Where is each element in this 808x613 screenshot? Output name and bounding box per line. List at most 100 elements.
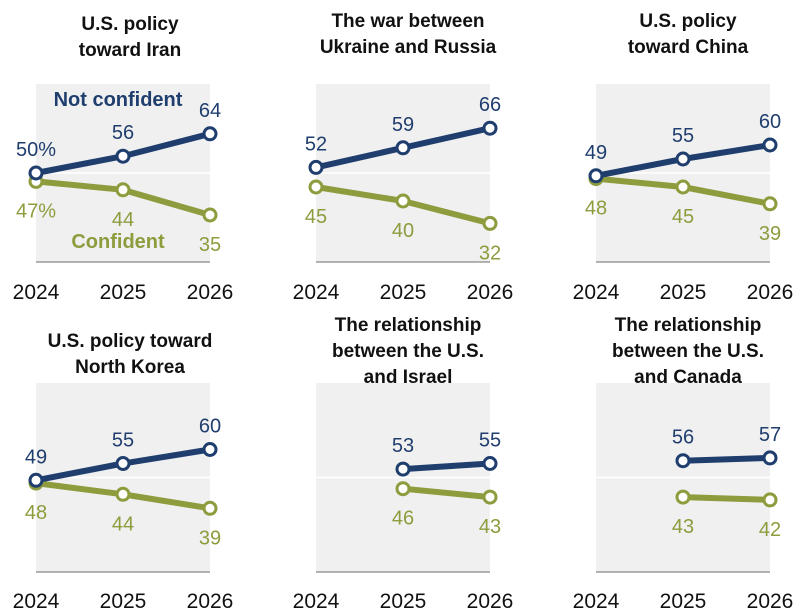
x-tick-label: 2024 (293, 590, 340, 613)
data-point-confident (202, 500, 218, 516)
value-label-confident: 44 (112, 209, 134, 231)
x-tick-label: 2025 (660, 281, 707, 304)
chart-panel-5: The relationship between the U.S. and Isra… (293, 315, 514, 613)
data-point-confident (308, 179, 324, 195)
panel-title-line: U.S. policy (81, 14, 179, 35)
x-tick-label: 2024 (573, 590, 620, 613)
panel-title-line: and Canada (634, 367, 742, 388)
panel-title-line: U.S. policy toward (48, 331, 213, 352)
data-point-confident (482, 489, 498, 505)
panel-title-line: North Korea (75, 357, 185, 378)
value-label-not-confident: 56 (112, 122, 134, 144)
x-tick-label: 2024 (13, 281, 60, 304)
series-line-not-confident (680, 454, 773, 464)
x-tick-label: 2025 (380, 281, 427, 304)
value-label-confident: 45 (305, 206, 327, 228)
panel-title-line: toward China (628, 37, 749, 58)
x-tick-label: 2026 (187, 590, 234, 613)
data-point-not-confident (115, 148, 131, 164)
value-label-confident: 47% (16, 200, 56, 222)
data-point-not-confident (762, 450, 778, 466)
data-point-not-confident (28, 472, 44, 488)
x-tick-label: 2024 (573, 281, 620, 304)
value-label-confident: 45 (672, 206, 694, 228)
panel-title-line: between the U.S. (612, 341, 764, 362)
data-point-not-confident (395, 140, 411, 156)
series-line-confident (400, 485, 493, 501)
panel-title-line: and Israel (364, 367, 453, 388)
panel-title-line: The relationship (615, 315, 762, 336)
value-label-not-confident: 57 (759, 424, 781, 446)
panel-title-line: toward Iran (79, 40, 181, 61)
data-point-not-confident (28, 165, 44, 181)
series-line-confident (680, 494, 773, 503)
data-point-not-confident (482, 456, 498, 471)
panel-title-line: Ukraine and Russia (320, 37, 497, 58)
legend-not-confident: Not confident (54, 89, 183, 111)
value-label-confident: 32 (479, 242, 501, 264)
chart-panel-1: U.S. policy toward Iran 2024 2025 2026 50% 56 6… (13, 14, 234, 304)
chart-panel-6: The relationship between the U.S. and Cana… (573, 315, 794, 613)
value-label-not-confident: 55 (112, 430, 134, 452)
data-point-not-confident (588, 168, 604, 184)
chart-panel-2: The war between Ukraine and Russia 2024 202… (293, 11, 514, 304)
value-label-not-confident: 66 (479, 94, 501, 116)
value-label-confident: 44 (112, 513, 134, 535)
value-label-not-confident: 53 (392, 435, 414, 457)
value-label-confident: 48 (25, 502, 47, 524)
x-tick-label: 2026 (467, 281, 514, 304)
chart-panel-4: U.S. policy toward North Korea 2024 2025 202… (13, 331, 234, 613)
data-point-not-confident (308, 159, 324, 175)
value-label-not-confident: 56 (672, 427, 694, 449)
x-tick-label: 2025 (100, 590, 147, 613)
value-label-confident: 42 (759, 519, 781, 541)
value-label-confident: 39 (759, 223, 781, 245)
value-label-not-confident: 59 (392, 114, 414, 136)
x-tick-label: 2024 (293, 281, 340, 304)
data-point-not-confident (202, 126, 218, 142)
value-label-not-confident: 60 (199, 416, 221, 438)
data-point-not-confident (675, 151, 691, 167)
x-tick-label: 2025 (100, 281, 147, 304)
panel-title-line: The relationship (335, 315, 482, 336)
value-label-not-confident: 64 (199, 100, 221, 122)
value-label-not-confident: 52 (305, 133, 327, 155)
data-point-confident (395, 481, 411, 497)
chart-panel-3: U.S. policy toward China 2024 2025 2026 49 55 6… (573, 11, 794, 304)
value-label-confident: 39 (199, 527, 221, 549)
data-point-confident (675, 489, 691, 505)
data-point-confident (202, 207, 218, 223)
value-label-not-confident: 49 (585, 142, 607, 164)
value-label-confident: 40 (392, 220, 414, 242)
data-point-confident (482, 215, 498, 231)
data-point-not-confident (202, 442, 218, 457)
value-label-confident: 43 (672, 516, 694, 538)
x-tick-label: 2024 (13, 590, 60, 613)
series-line-not-confident (400, 460, 493, 473)
data-point-not-confident (675, 453, 691, 469)
data-point-confident (762, 196, 778, 212)
x-tick-label: 2026 (747, 281, 794, 304)
legend-confident: Confident (71, 231, 165, 253)
value-label-not-confident: 55 (479, 430, 501, 452)
data-point-confident (762, 492, 778, 508)
x-tick-label: 2026 (467, 590, 514, 613)
value-label-confident: 46 (392, 508, 414, 530)
data-point-confident (115, 486, 131, 502)
data-point-not-confident (482, 120, 498, 136)
panel-title-line: The war between (331, 11, 484, 32)
value-label-not-confident: 50% (16, 139, 56, 161)
data-point-confident (675, 179, 691, 195)
data-point-not-confident (115, 456, 131, 471)
data-point-not-confident (762, 137, 778, 153)
x-tick-label: 2025 (380, 590, 427, 613)
value-label-not-confident: 60 (759, 111, 781, 133)
value-label-not-confident: 55 (672, 125, 694, 147)
x-tick-label: 2026 (747, 590, 794, 613)
value-label-confident: 43 (479, 516, 501, 538)
value-label-not-confident: 49 (25, 446, 47, 468)
panel-title-line: U.S. policy (639, 11, 737, 32)
data-point-confident (395, 193, 411, 209)
x-tick-label: 2025 (660, 590, 707, 613)
